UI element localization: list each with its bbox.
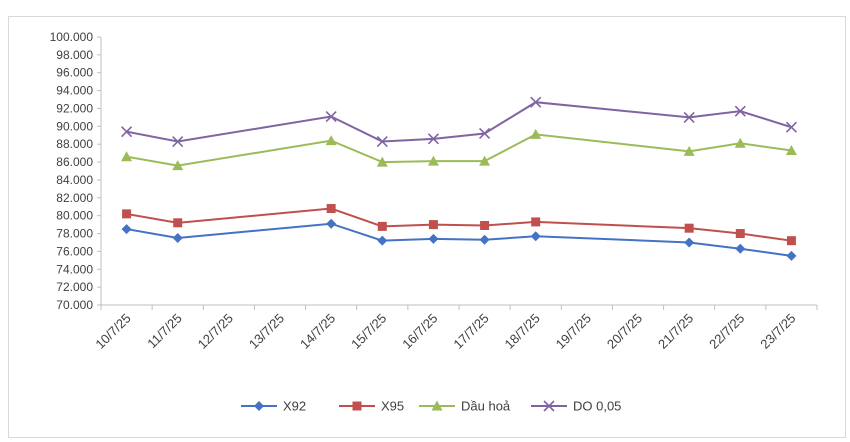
y-tick-label: 98.000 (56, 48, 93, 62)
y-tick-label: 88.000 (56, 137, 93, 151)
data-point (122, 209, 132, 219)
x-tick-label: 16/7/25 (399, 311, 440, 352)
x-tick-label: 10/7/25 (92, 311, 133, 352)
data-point (173, 218, 183, 228)
chart-frame: 70.000 72.000 74.000 76.000 78.000 80.000 82.0… (8, 16, 846, 438)
data-point (479, 127, 491, 140)
data-point (786, 250, 797, 261)
y-tick-label: 84.000 (56, 173, 93, 187)
data-point (376, 156, 388, 167)
y-tick-label: 92.000 (56, 101, 93, 115)
legend-label: X95 (381, 399, 404, 414)
x-tick-label: 11/7/25 (144, 311, 185, 352)
data-point (531, 217, 541, 227)
y-tick-label: 86.000 (56, 155, 93, 169)
y-tick-label: 72.000 (56, 280, 93, 294)
legend-item: Dầu hoả (419, 399, 511, 414)
data-point (428, 220, 438, 230)
legend: X92 X95 Dầu hoả DO 0,05 (241, 399, 621, 414)
data-point (479, 234, 490, 245)
data-point (530, 96, 542, 108)
x-tick-label: 20/7/25 (604, 311, 645, 352)
data-point (735, 243, 746, 254)
legend-marker (352, 401, 362, 411)
x-tick-label: 15/7/25 (348, 311, 389, 352)
x-tick-label: 19/7/25 (553, 311, 594, 352)
data-point (734, 105, 746, 117)
series-line (126, 101, 792, 143)
x-tick-label: 21/7/25 (655, 311, 696, 352)
y-tick-label: 90.000 (56, 119, 93, 133)
series-2 (121, 128, 797, 171)
y-axis: 70.000 72.000 74.000 76.000 78.000 80.000 82.0… (50, 30, 102, 312)
x-tick-label: 13/7/25 (246, 311, 287, 352)
y-tick-label: 100.000 (50, 30, 94, 44)
y-tick-label: 78.000 (56, 227, 93, 241)
series-line (126, 222, 792, 257)
data-point (121, 224, 132, 235)
legend-label: Dầu hoả (461, 399, 511, 414)
data-point (172, 160, 184, 171)
data-point (786, 236, 796, 246)
x-tick-label: 22/7/25 (706, 311, 747, 352)
data-point (172, 135, 184, 148)
x-tick-label: 14/7/25 (297, 311, 338, 352)
series-line (126, 133, 792, 167)
x-axis: 10/7/25 11/7/25 12/7/25 13/7/25 14/7/25 15/7/… (92, 304, 818, 352)
data-point (121, 151, 133, 162)
data-point (683, 145, 695, 156)
data-point (377, 235, 388, 246)
data-point (427, 155, 439, 166)
data-point (377, 221, 387, 231)
data-point (684, 237, 695, 248)
data-point (172, 233, 183, 243)
y-tick-label: 82.000 (56, 191, 93, 205)
data-point (326, 218, 337, 229)
data-point (427, 133, 439, 145)
data-point (480, 220, 490, 230)
legend-item: X95 (339, 399, 404, 414)
data-point (785, 144, 797, 155)
series-3 (121, 96, 797, 148)
legend-item: DO 0,05 (531, 399, 621, 414)
series-1 (122, 204, 796, 246)
x-tick-label: 18/7/25 (502, 311, 543, 352)
y-tick-label: 80.000 (56, 209, 93, 223)
data-point (326, 204, 336, 214)
legend-item: X92 (241, 399, 306, 414)
data-point (325, 110, 337, 123)
y-tick-label: 74.000 (56, 262, 93, 276)
legend-marker (543, 400, 555, 412)
y-tick-label: 70.000 (56, 298, 93, 312)
legend-marker (254, 401, 264, 411)
y-tick-label: 76.000 (56, 244, 93, 258)
legend-label: DO 0,05 (573, 399, 621, 414)
data-point (428, 233, 439, 244)
data-point (325, 135, 337, 146)
x-tick-label: 23/7/25 (757, 311, 798, 352)
series-line (126, 207, 792, 242)
legend-marker (431, 400, 443, 411)
legend-label: X92 (283, 399, 306, 414)
line-chart: 70.000 72.000 74.000 76.000 78.000 80.000 82.0… (50, 30, 818, 414)
data-point (734, 137, 746, 148)
data-point (683, 111, 695, 123)
data-point (684, 223, 694, 233)
data-point (376, 135, 388, 148)
x-tick-label: 12/7/25 (195, 311, 236, 352)
x-tick-label: 17/7/25 (450, 311, 491, 352)
data-point (785, 121, 797, 133)
plot-series (121, 96, 797, 261)
series-0 (121, 218, 797, 261)
y-tick-label: 96.000 (56, 66, 93, 80)
data-point (530, 128, 542, 139)
data-point (735, 229, 745, 239)
data-point (530, 231, 541, 242)
data-point (479, 155, 491, 166)
y-tick-label: 94.000 (56, 84, 93, 98)
data-point (121, 126, 133, 138)
